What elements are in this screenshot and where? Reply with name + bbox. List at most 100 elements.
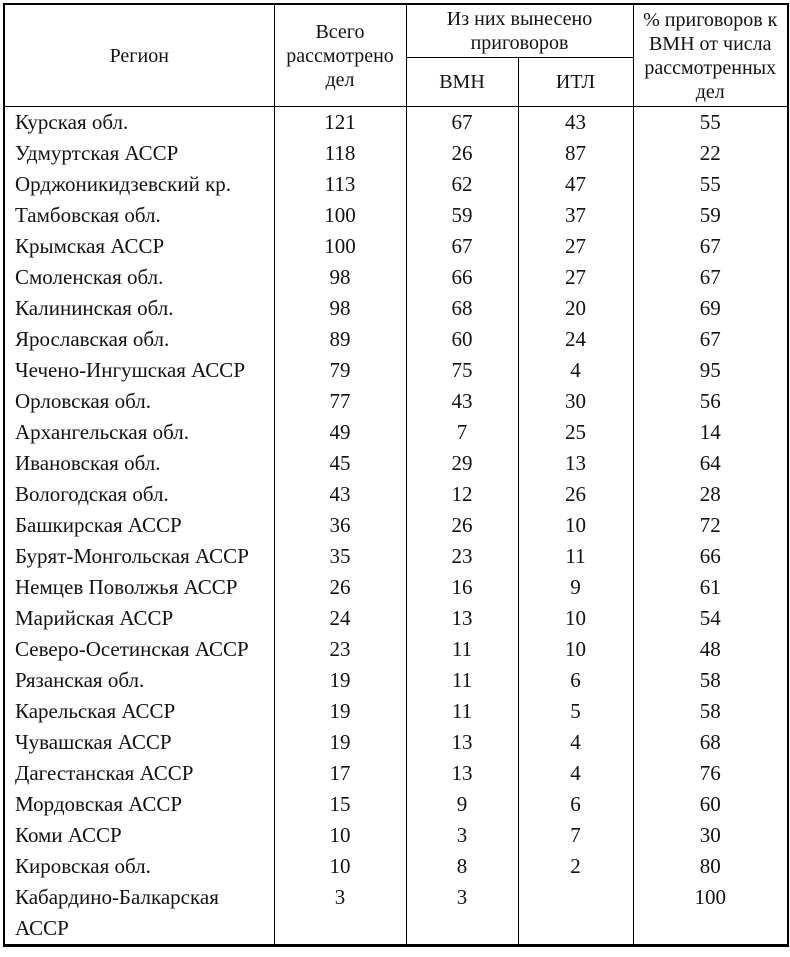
total-cell: 3 bbox=[273, 882, 407, 946]
region-cell: Дагестанская АССР bbox=[3, 758, 275, 789]
region-cell: Башкирская АССР bbox=[3, 510, 275, 541]
itl-cell: 2 bbox=[517, 851, 634, 882]
table-row: Ярославская обл. 89 60 24 67 bbox=[3, 324, 789, 355]
header-vmn: ВМН bbox=[405, 57, 519, 107]
table-row: Архангельская обл. 49 7 25 14 bbox=[3, 417, 789, 448]
table-row: Северо-Осетинская АССР 23 11 10 48 bbox=[3, 634, 789, 665]
percent-cell: 55 bbox=[632, 106, 789, 138]
itl-cell: 4 bbox=[517, 727, 634, 758]
total-cell: 45 bbox=[273, 448, 407, 479]
total-cell: 36 bbox=[273, 510, 407, 541]
total-cell: 100 bbox=[273, 200, 407, 231]
vmn-cell: 68 bbox=[405, 293, 519, 324]
itl-cell bbox=[517, 882, 634, 946]
vmn-cell: 60 bbox=[405, 324, 519, 355]
table-row: Коми АССР 10 3 7 30 bbox=[3, 820, 789, 851]
total-cell: 79 bbox=[273, 355, 407, 386]
region-cell: Немцев Поволжья АССР bbox=[3, 572, 275, 603]
vmn-cell: 26 bbox=[405, 138, 519, 169]
region-cell: Коми АССР bbox=[3, 820, 275, 851]
vmn-cell: 9 bbox=[405, 789, 519, 820]
vmn-cell: 13 bbox=[405, 727, 519, 758]
table-row: Вологодская обл. 43 12 26 28 bbox=[3, 479, 789, 510]
header-sentences-group: Из них вынесено приговоров bbox=[405, 4, 634, 58]
total-cell: 118 bbox=[273, 138, 407, 169]
percent-cell: 54 bbox=[632, 603, 789, 634]
percent-cell: 30 bbox=[632, 820, 789, 851]
total-cell: 26 bbox=[273, 572, 407, 603]
percent-cell: 67 bbox=[632, 324, 789, 355]
table-row: Тамбовская обл. 100 59 37 59 bbox=[3, 200, 789, 231]
table-row: Кировская обл. 10 8 2 80 bbox=[3, 851, 789, 882]
percent-cell: 100 bbox=[632, 882, 789, 946]
total-cell: 100 bbox=[273, 231, 407, 262]
total-cell: 113 bbox=[273, 169, 407, 200]
table-row: Бурят-Монгольская АССР 35 23 11 66 bbox=[3, 541, 789, 572]
region-cell: Курская обл. bbox=[3, 106, 275, 138]
header-percent: % приговоров к ВМН от числа рассмотренны… bbox=[632, 4, 789, 107]
region-cell: Ивановская обл. bbox=[3, 448, 275, 479]
itl-cell: 37 bbox=[517, 200, 634, 231]
region-cell: Северо-Осетинская АССР bbox=[3, 634, 275, 665]
total-cell: 77 bbox=[273, 386, 407, 417]
itl-cell: 4 bbox=[517, 355, 634, 386]
region-cell: Марийская АССР bbox=[3, 603, 275, 634]
itl-cell: 30 bbox=[517, 386, 634, 417]
itl-cell: 4 bbox=[517, 758, 634, 789]
vmn-cell: 13 bbox=[405, 758, 519, 789]
percent-cell: 80 bbox=[632, 851, 789, 882]
region-cell: Вологодская обл. bbox=[3, 479, 275, 510]
itl-cell: 43 bbox=[517, 106, 634, 138]
region-cell: Калининская обл. bbox=[3, 293, 275, 324]
itl-cell: 6 bbox=[517, 789, 634, 820]
percent-cell: 67 bbox=[632, 262, 789, 293]
table-body: Курская обл. 121 67 43 55 Удмуртская АССР 118 2… bbox=[3, 106, 789, 946]
itl-cell: 87 bbox=[517, 138, 634, 169]
itl-cell: 11 bbox=[517, 541, 634, 572]
total-cell: 19 bbox=[273, 727, 407, 758]
table-row: Крымская АССР 100 67 27 67 bbox=[3, 231, 789, 262]
region-cell: Кабардино-Балкарская АССР bbox=[3, 882, 275, 946]
region-cell: Крымская АССР bbox=[3, 231, 275, 262]
table-row: Орловская обл. 77 43 30 56 bbox=[3, 386, 789, 417]
total-cell: 43 bbox=[273, 479, 407, 510]
percent-cell: 72 bbox=[632, 510, 789, 541]
vmn-cell: 67 bbox=[405, 106, 519, 138]
total-cell: 35 bbox=[273, 541, 407, 572]
vmn-cell: 13 bbox=[405, 603, 519, 634]
region-cell: Тамбовская обл. bbox=[3, 200, 275, 231]
table-row: Карельская АССР 19 11 5 58 bbox=[3, 696, 789, 727]
vmn-cell: 59 bbox=[405, 200, 519, 231]
percent-cell: 69 bbox=[632, 293, 789, 324]
total-cell: 24 bbox=[273, 603, 407, 634]
itl-cell: 25 bbox=[517, 417, 634, 448]
total-cell: 19 bbox=[273, 665, 407, 696]
percent-cell: 67 bbox=[632, 231, 789, 262]
itl-cell: 24 bbox=[517, 324, 634, 355]
percent-cell: 58 bbox=[632, 665, 789, 696]
vmn-cell: 26 bbox=[405, 510, 519, 541]
vmn-cell: 3 bbox=[405, 820, 519, 851]
table-row: Орджоникидзевский кр. 113 62 47 55 bbox=[3, 169, 789, 200]
percent-cell: 68 bbox=[632, 727, 789, 758]
table-row: Марийская АССР 24 13 10 54 bbox=[3, 603, 789, 634]
total-cell: 10 bbox=[273, 851, 407, 882]
region-cell: Удмуртская АССР bbox=[3, 138, 275, 169]
percent-cell: 59 bbox=[632, 200, 789, 231]
region-cell: Чувашская АССР bbox=[3, 727, 275, 758]
percent-cell: 95 bbox=[632, 355, 789, 386]
table-header: Регион Всего рассмотрено дел Из них выне… bbox=[3, 4, 789, 107]
itl-cell: 27 bbox=[517, 262, 634, 293]
table-row: Дагестанская АССР 17 13 4 76 bbox=[3, 758, 789, 789]
total-cell: 15 bbox=[273, 789, 407, 820]
header-itl: ИТЛ bbox=[517, 57, 634, 107]
vmn-cell: 11 bbox=[405, 665, 519, 696]
vmn-cell: 7 bbox=[405, 417, 519, 448]
percent-cell: 60 bbox=[632, 789, 789, 820]
region-cell: Архангельская обл. bbox=[3, 417, 275, 448]
itl-cell: 47 bbox=[517, 169, 634, 200]
percent-cell: 22 bbox=[632, 138, 789, 169]
region-cell: Орловская обл. bbox=[3, 386, 275, 417]
percent-cell: 28 bbox=[632, 479, 789, 510]
vmn-cell: 62 bbox=[405, 169, 519, 200]
